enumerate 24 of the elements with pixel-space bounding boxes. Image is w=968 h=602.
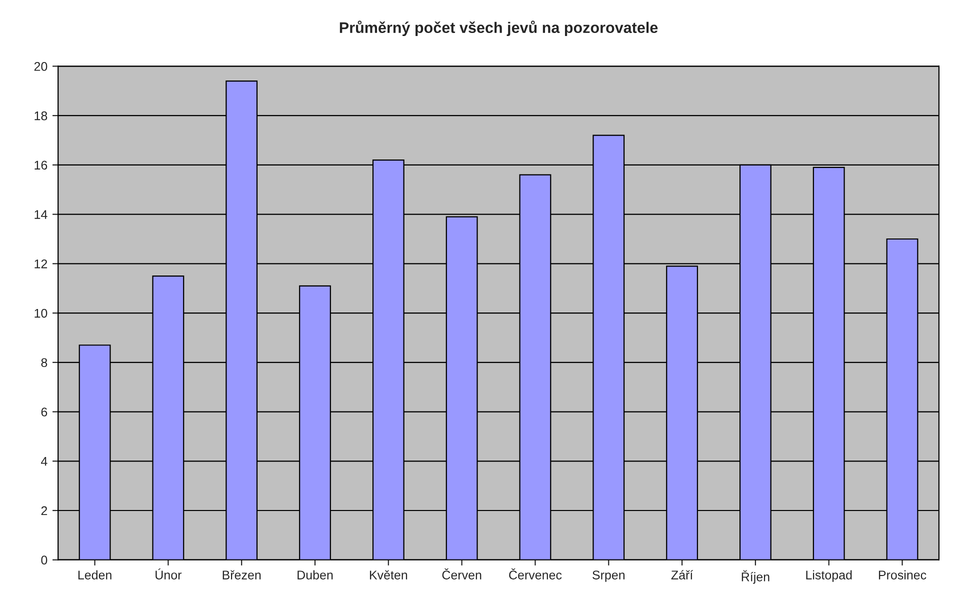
y-tick-label: 6 (41, 408, 48, 416)
y-tick-label: 4 (41, 457, 48, 466)
x-tick-label: Říjen (742, 570, 770, 584)
x-tick-label: Květen (370, 570, 408, 580)
y-tick-label: 18 (34, 111, 48, 120)
chart-title: Průměrný počet všech jevů na pozorovatele (340, 20, 658, 36)
x-tick-label: Červen (442, 568, 482, 580)
x-tick-label: Listopad (806, 570, 852, 582)
y-tick-label: 20 (34, 62, 48, 71)
y-tick-label: 14 (34, 210, 48, 219)
x-tick-label: Březen (222, 570, 261, 580)
y-tick-label: 16 (34, 160, 48, 170)
y-tick-label: 0 (41, 556, 48, 565)
y-tick-label: 2 (41, 506, 48, 516)
x-tick-label: Únor (156, 568, 182, 580)
y-tick-label: 12 (34, 259, 48, 268)
x-tick-label: Leden (78, 570, 112, 580)
y-tick-label: 8 (41, 358, 48, 368)
y-tick-label: 10 (34, 308, 48, 318)
x-tick-label: Prosinec (878, 570, 926, 580)
x-tick-label: Srpen (592, 570, 624, 582)
x-tick-label: Duben (298, 570, 333, 580)
x-tick-label: Září (671, 570, 694, 580)
x-tick-label: Červenec (509, 568, 562, 580)
